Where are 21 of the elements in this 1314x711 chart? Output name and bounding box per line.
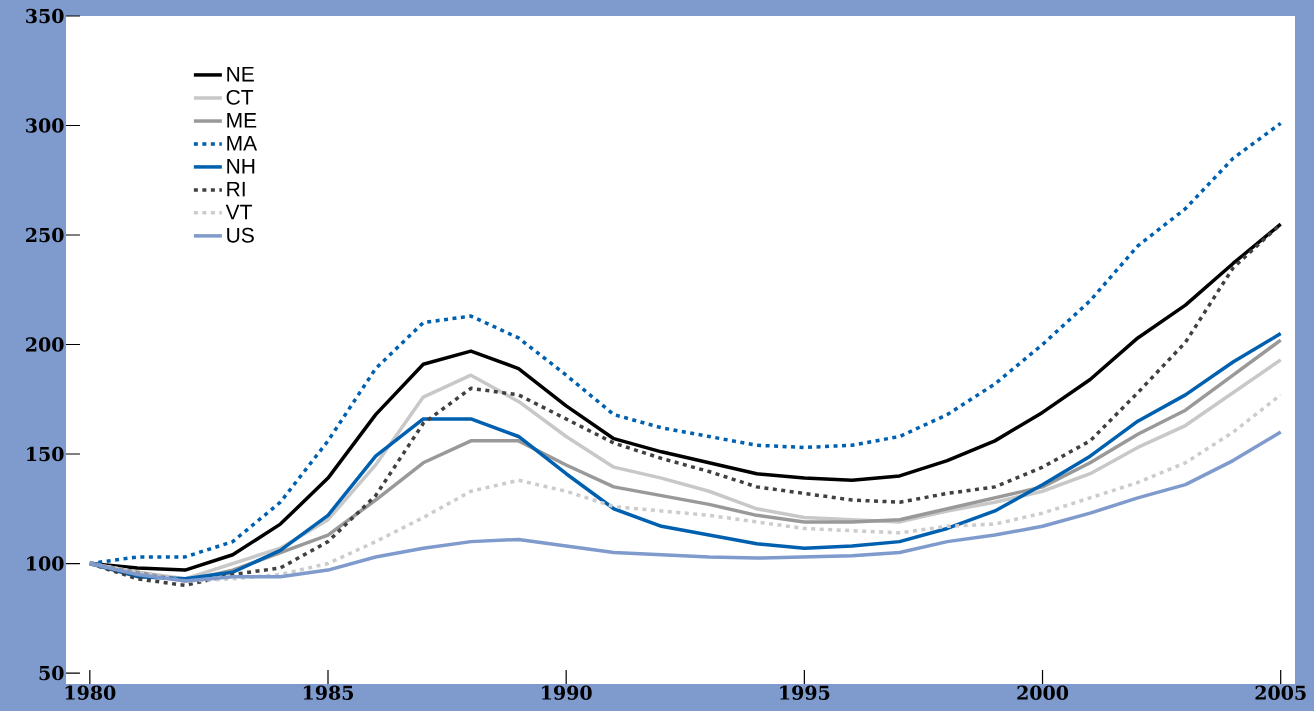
- legend-label: CT: [226, 89, 254, 105]
- x-tick-label: 2005: [1255, 685, 1306, 700]
- legend-label: RI: [227, 181, 245, 197]
- y-tick-label: 200: [26, 337, 64, 352]
- legend-label: MA: [227, 136, 258, 151]
- x-tick-label: 1990: [542, 685, 592, 700]
- legend-label: ME: [227, 113, 257, 128]
- y-tick-label: 350: [26, 8, 64, 24]
- y-tick-label: 300: [26, 118, 64, 133]
- x-tick-label: 1995: [780, 685, 830, 700]
- y-tick-label: 250: [26, 227, 64, 243]
- legend-label: VT: [225, 204, 252, 220]
- x-tick-label: 2000: [1017, 685, 1069, 700]
- y-tick-label: 100: [27, 556, 64, 571]
- x-tick-label: 1985: [303, 685, 354, 700]
- legend-label: NE: [227, 66, 254, 82]
- legend-label: US: [227, 227, 254, 243]
- y-tick-label: 50: [39, 665, 64, 681]
- y-tick-label: 150: [27, 446, 64, 462]
- legend-label: NH: [227, 158, 255, 174]
- x-tick-label: 1980: [65, 685, 116, 700]
